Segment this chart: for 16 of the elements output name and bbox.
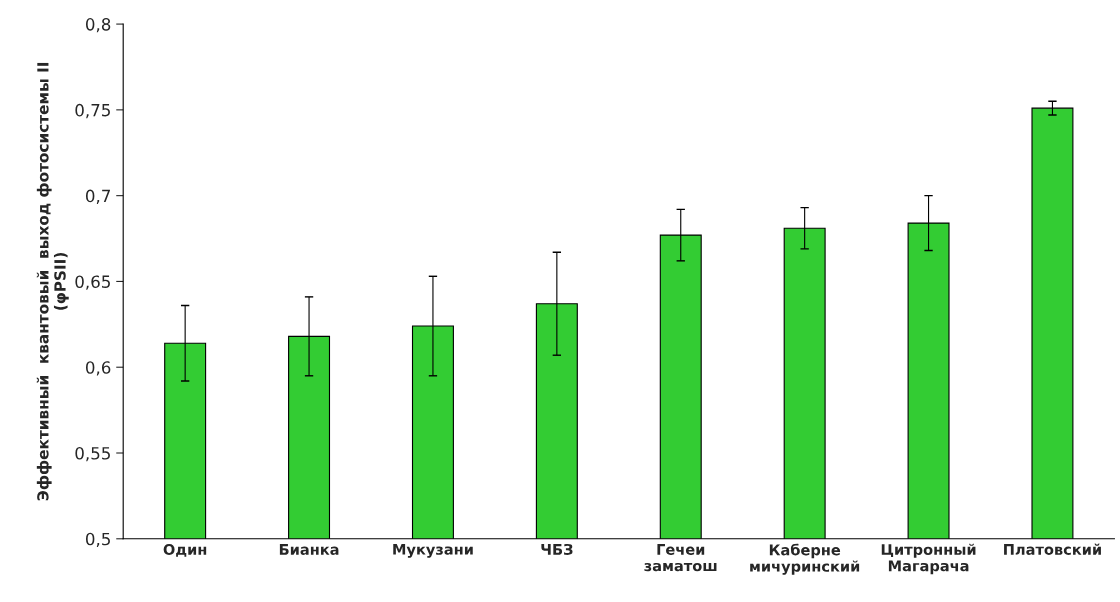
x-tick-label: Один <box>163 543 207 557</box>
y-tick-label: 0,5 <box>85 532 110 548</box>
x-tick-label: Мукузани <box>393 543 473 558</box>
y-axis-title: Эффективный квантовый выход фотосистемы II (φPSII) <box>36 62 69 501</box>
y-tick-label: 0,7 <box>85 189 110 204</box>
y-tick-label: 0,8 <box>85 18 111 33</box>
y-tick-label: 0,55 <box>75 446 110 462</box>
x-tick-label: Бианка <box>279 544 339 555</box>
y-tick-label: 0,6 <box>85 361 111 376</box>
x-tick-label: Гечеи заматош <box>644 544 717 572</box>
x-tick-label: Цитронный Магарача <box>881 543 976 575</box>
y-tick-label: 0,65 <box>75 275 110 290</box>
y-tick-label: 0,75 <box>75 103 110 119</box>
x-tick-label: ЧБЗ <box>541 543 573 555</box>
x-tick-label: Платовский <box>1004 543 1101 555</box>
x-tick-label: Каберне мичуринский <box>750 543 860 575</box>
